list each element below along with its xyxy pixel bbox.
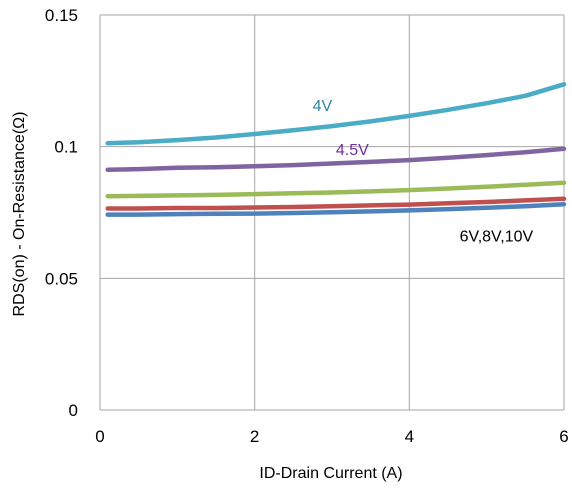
- x-tick-label-1: 2: [250, 427, 259, 446]
- series-annotation-1: 4.5V: [336, 142, 369, 159]
- series-line-3: [105, 196, 567, 211]
- tick-labels: 0 2 4 6 0 0.05 0.1 0.15: [45, 6, 569, 446]
- y-tick-label-2: 0.1: [54, 138, 78, 157]
- x-tick-label-3: 6: [559, 427, 568, 446]
- x-tick-label-2: 4: [405, 427, 414, 446]
- series-line-1: [105, 146, 567, 173]
- series-annotation-2: 6V,8V,10V: [460, 228, 534, 245]
- series-line-4: [105, 202, 567, 217]
- series-line-2: [105, 180, 567, 199]
- y-tick-label-0: 0: [69, 401, 78, 420]
- annotations: 4V 4.5V 6V,8V,10V: [313, 98, 534, 245]
- series-line-0: [105, 82, 567, 146]
- y-tick-label-1: 0.05: [45, 269, 78, 288]
- y-tick-label-3: 0.15: [45, 6, 78, 25]
- series-annotation-0: 4V: [313, 98, 333, 115]
- y-axis-title: RDS(on) - On-Resistance(Ω): [11, 112, 28, 317]
- series-lines: [105, 82, 567, 217]
- x-axis-title: ID-Drain Current (A): [259, 465, 402, 482]
- x-tick-label-0: 0: [95, 427, 104, 446]
